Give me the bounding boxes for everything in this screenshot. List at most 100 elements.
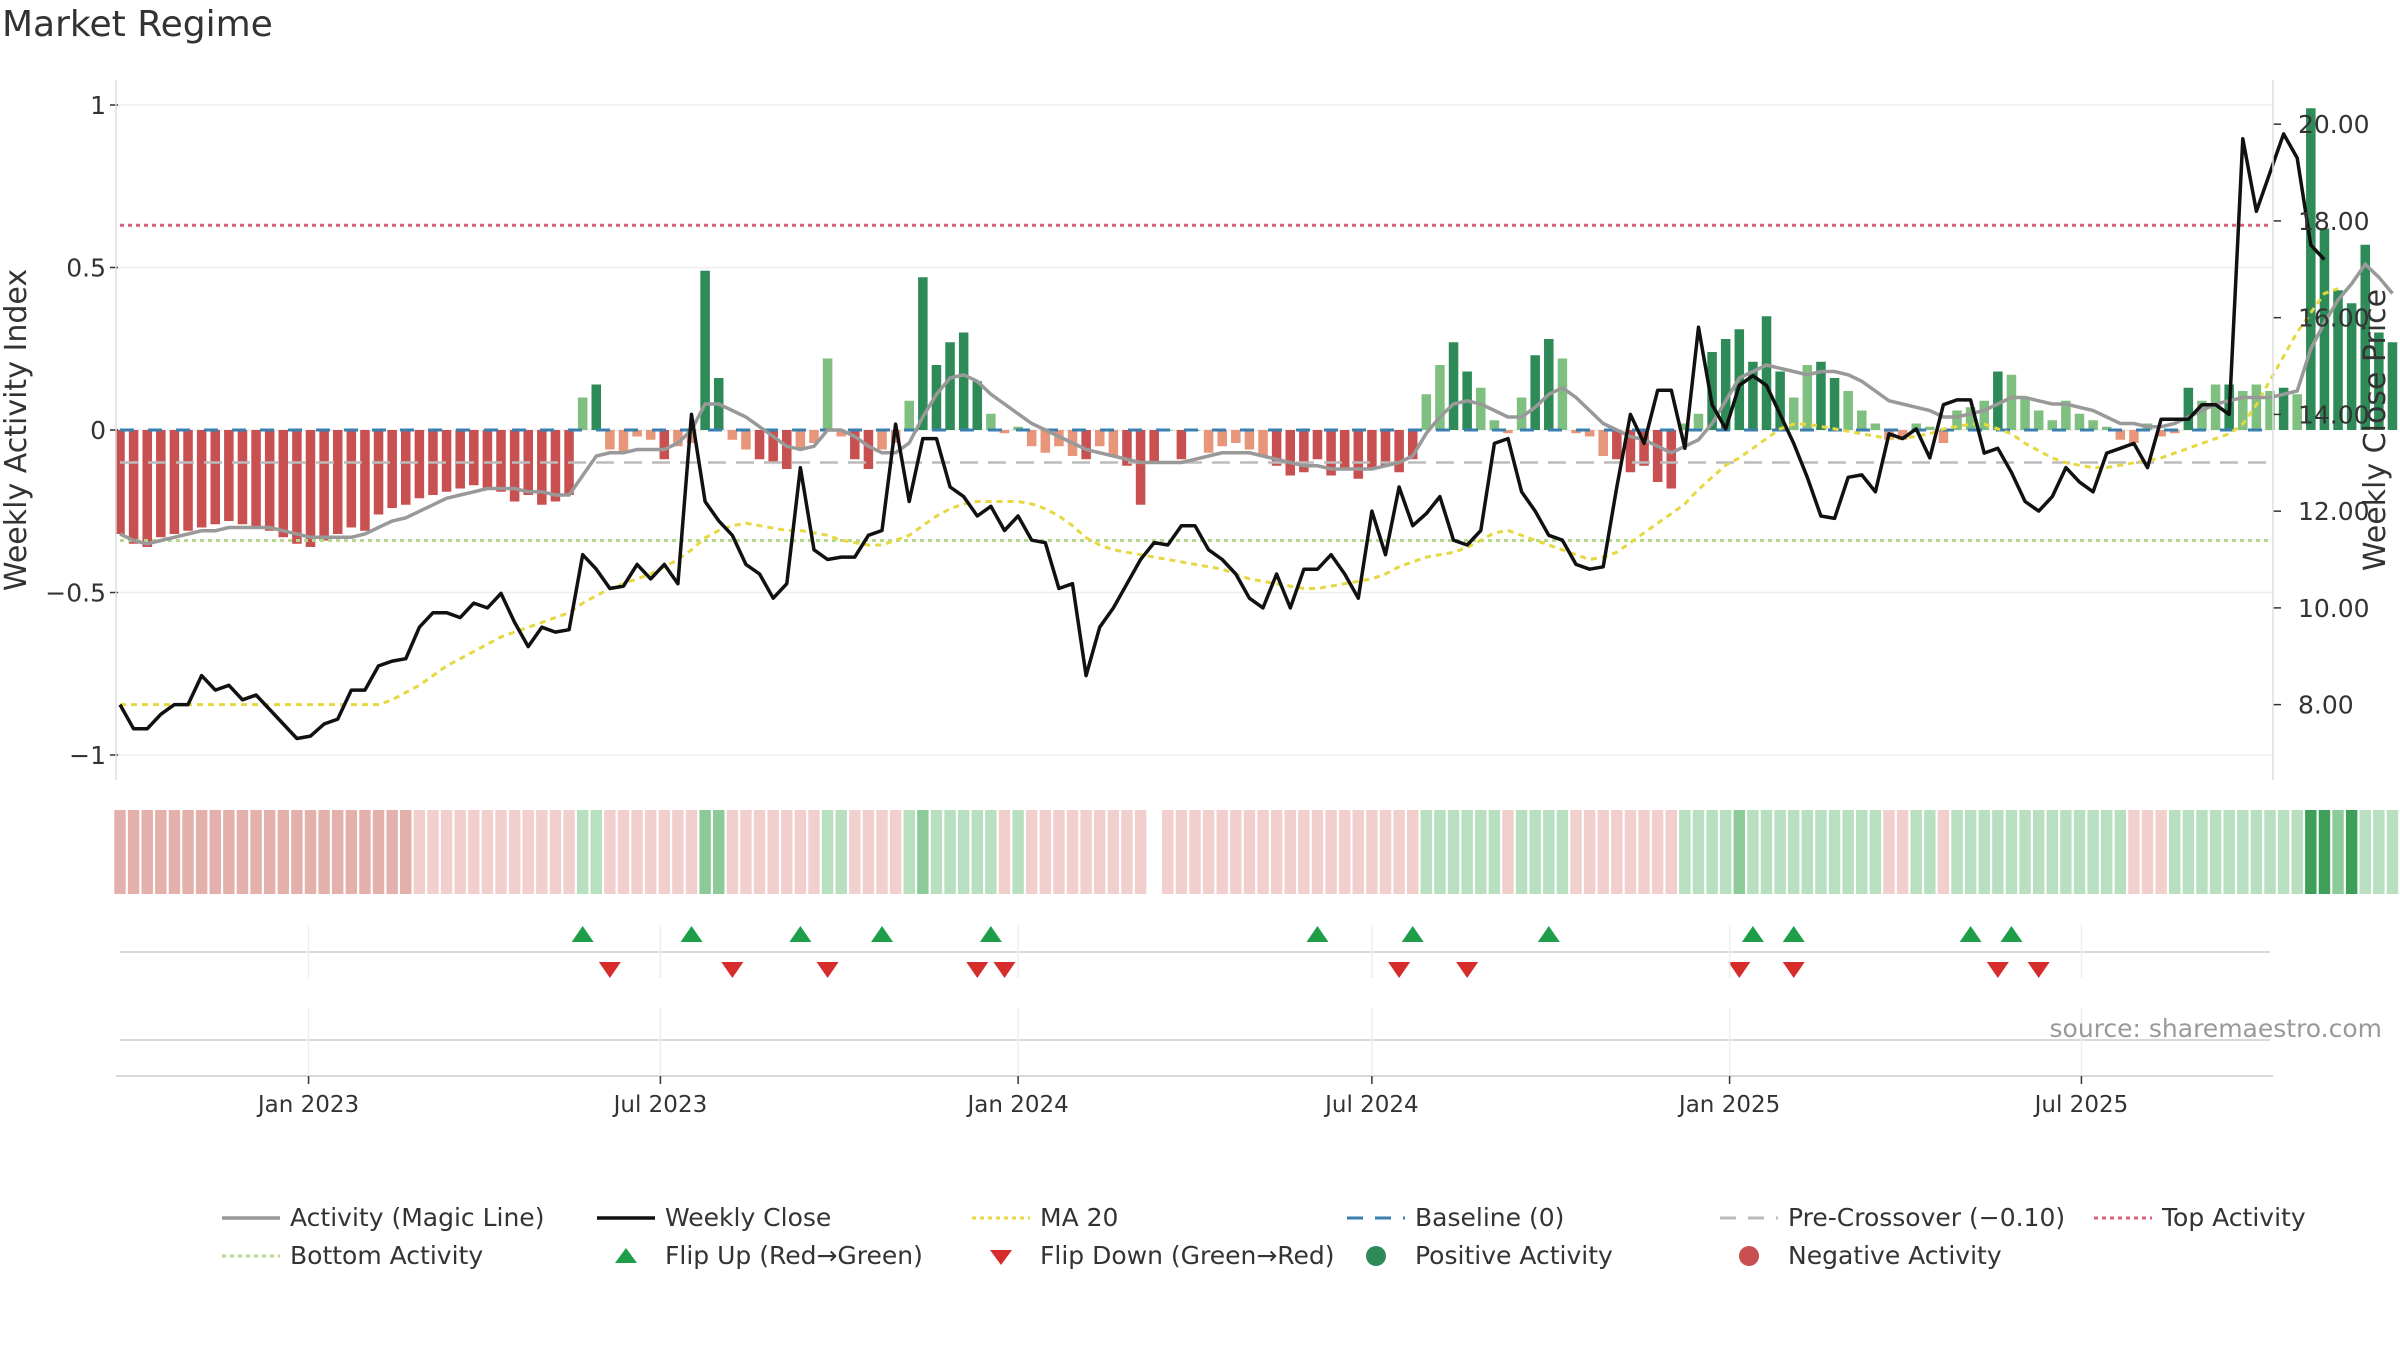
- flip-down-marker: [993, 962, 1016, 978]
- regime-cell: [168, 810, 181, 894]
- legend-label: Positive Activity: [1415, 1241, 1613, 1270]
- regime-cell: [1338, 810, 1351, 894]
- activity-bar: [1312, 430, 1323, 460]
- flip-down-marker: [2027, 962, 2050, 978]
- x-tick-label: Jan 2025: [1677, 1092, 1780, 1118]
- activity-bar: [1693, 413, 1704, 430]
- regime-cell: [699, 810, 711, 894]
- regime-cell: [753, 810, 766, 894]
- regime-cell: [576, 810, 589, 894]
- activity-bar: [2360, 244, 2371, 430]
- regime-cell: [1924, 810, 1936, 894]
- activity-bar: [2047, 420, 2058, 430]
- activity-bar: [2265, 391, 2275, 430]
- activity-bar: [1666, 430, 1677, 489]
- regime-cell: [1733, 810, 1746, 894]
- regime-cell: [1611, 810, 1623, 894]
- activity-bar: [1217, 430, 1227, 447]
- activity-bar: [754, 430, 765, 460]
- flip-up-marker: [789, 926, 812, 942]
- activity-bar: [1897, 430, 1908, 440]
- weekly-close-line: [118, 132, 2326, 741]
- flip-markers: [116, 926, 2273, 1077]
- activity-bar: [183, 430, 193, 531]
- regime-cell: [2155, 810, 2167, 894]
- regime-cell: [944, 810, 956, 894]
- activity-bar: [1993, 371, 2003, 430]
- activity-bar: [2183, 387, 2194, 430]
- regime-cell: [1066, 810, 1079, 894]
- activity-bar: [863, 430, 874, 469]
- regime-cell: [1379, 810, 1392, 894]
- regime-cell: [2046, 810, 2058, 894]
- y2-tick-label: 10.00: [2298, 594, 2370, 623]
- activity-bar: [360, 430, 370, 531]
- x-tick-label: Jul 2023: [612, 1092, 708, 1118]
- regime-cell: [1243, 810, 1256, 894]
- regime-cell: [685, 810, 698, 894]
- activity-bar: [1707, 352, 1717, 430]
- regime-cell: [1937, 810, 1950, 894]
- activity-bar: [332, 430, 343, 534]
- regime-cell: [1488, 810, 1501, 894]
- flip-up-marker: [1782, 926, 1805, 942]
- activity-bar: [264, 430, 275, 531]
- regime-cell: [1651, 810, 1664, 894]
- activity-bar: [1911, 423, 1921, 430]
- regime-cell: [2359, 810, 2371, 894]
- activity-bar: [1081, 430, 1091, 460]
- regime-cell: [1311, 810, 1324, 894]
- regime-cell: [1570, 810, 1582, 894]
- activity-bars: [115, 108, 2398, 547]
- x-tick-label: Jul 2024: [1323, 1092, 1419, 1118]
- magic-line: [119, 261, 2394, 546]
- regime-cell: [1189, 810, 1201, 894]
- activity-bar: [972, 381, 983, 430]
- regime-cell: [1638, 810, 1650, 894]
- flip-up-marker: [1959, 926, 1982, 942]
- activity-bar: [496, 430, 506, 492]
- regime-cell: [2196, 810, 2208, 894]
- regime-cell: [1325, 810, 1337, 894]
- flip-down-marker: [598, 962, 621, 978]
- activity-bar: [1761, 316, 1772, 430]
- regime-cell: [2237, 810, 2249, 894]
- activity-bar: [2020, 397, 2030, 430]
- flip-down-marker: [1456, 962, 1479, 978]
- regime-cell: [1556, 810, 1569, 894]
- activity-bar: [387, 430, 397, 508]
- activity-bar: [115, 430, 125, 534]
- regime-cell: [590, 810, 602, 894]
- activity-bar: [1748, 361, 1758, 430]
- regime-cell: [1760, 810, 1773, 894]
- regime-cell: [1828, 810, 1841, 894]
- flip-up-marker: [1741, 926, 1764, 942]
- activity-bar: [1938, 430, 1949, 443]
- activity-bar: [441, 430, 452, 492]
- activity-bar: [1612, 430, 1622, 460]
- legend-swatch: [597, 1216, 655, 1220]
- regime-cell: [2128, 810, 2140, 894]
- regime-cell: [2087, 810, 2099, 894]
- regime-cell: [332, 810, 344, 894]
- regime-cell: [468, 810, 480, 894]
- activity-bar: [1040, 430, 1051, 453]
- activity-bar: [782, 430, 792, 469]
- activity-bar: [2088, 420, 2098, 430]
- activity-bar: [850, 430, 860, 460]
- activity-bar: [2006, 374, 2017, 430]
- activity-bar: [537, 430, 547, 505]
- activity-bar: [278, 430, 289, 538]
- page-title: Market Regime: [2, 4, 273, 45]
- activity-bar: [768, 430, 778, 463]
- regime-cell: [2223, 810, 2235, 894]
- regime-cell: [1992, 810, 2004, 894]
- regime-cell: [508, 810, 521, 894]
- regime-cell: [1515, 810, 1528, 894]
- regime-cell: [1270, 810, 1283, 894]
- activity-bar: [1816, 361, 1826, 430]
- activity-bar: [550, 430, 561, 502]
- y2-tick-label: 16.00: [2298, 304, 2370, 333]
- activity-bar: [2319, 228, 2330, 430]
- regime-cell: [372, 810, 385, 894]
